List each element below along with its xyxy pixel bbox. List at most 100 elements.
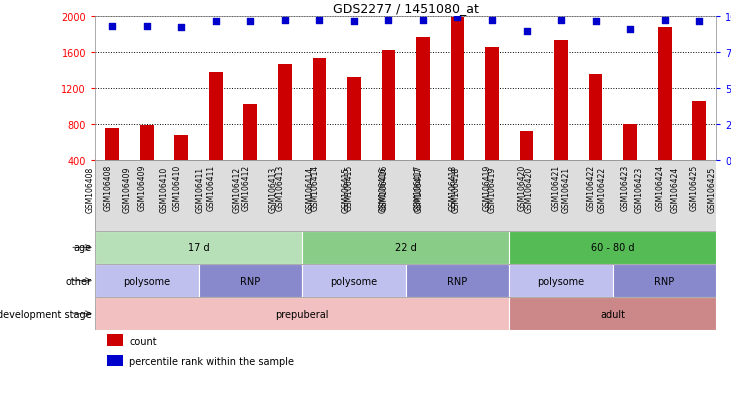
Text: GSM106423: GSM106423 <box>621 164 630 211</box>
Text: GSM106416: GSM106416 <box>379 164 388 211</box>
Text: RNP: RNP <box>654 276 675 286</box>
Point <box>210 19 221 26</box>
Text: GSM106421: GSM106421 <box>561 166 570 212</box>
Point <box>624 26 636 33</box>
Point <box>693 19 705 26</box>
Text: GSM106412: GSM106412 <box>241 164 250 211</box>
Point <box>348 19 360 26</box>
Point <box>556 17 567 24</box>
Text: GSM106418: GSM106418 <box>449 164 458 211</box>
Point <box>659 17 670 24</box>
Text: GSM106418: GSM106418 <box>452 166 461 212</box>
Text: 22 d: 22 d <box>395 243 417 253</box>
Bar <box>95 264 199 297</box>
Bar <box>692 102 706 161</box>
Text: development stage: development stage <box>0 309 91 319</box>
Bar <box>140 126 154 161</box>
Text: count: count <box>129 336 157 346</box>
Text: GSM106414: GSM106414 <box>306 166 314 212</box>
Point <box>141 23 153 30</box>
Text: GSM106425: GSM106425 <box>708 166 716 212</box>
Text: GSM106413: GSM106413 <box>276 164 285 211</box>
Text: GSM106420: GSM106420 <box>518 164 526 211</box>
Text: GSM106422: GSM106422 <box>598 166 607 212</box>
Bar <box>588 75 602 161</box>
Bar <box>406 264 510 297</box>
Text: GSM106415: GSM106415 <box>342 166 351 212</box>
Bar <box>658 28 672 161</box>
Text: GSM106414: GSM106414 <box>311 164 319 211</box>
Text: GSM106422: GSM106422 <box>586 164 596 211</box>
Text: GSM106410: GSM106410 <box>173 164 181 211</box>
Bar <box>105 128 119 161</box>
Bar <box>347 78 361 161</box>
Bar <box>95 161 716 231</box>
Point <box>175 25 187 31</box>
Text: prepuberal: prepuberal <box>276 309 329 319</box>
Bar <box>243 105 257 161</box>
Text: GSM106409: GSM106409 <box>138 164 147 211</box>
Bar <box>302 264 406 297</box>
Text: GSM106419: GSM106419 <box>483 164 492 211</box>
Bar <box>313 59 326 161</box>
Text: age: age <box>73 243 91 253</box>
Bar <box>175 136 189 161</box>
Bar <box>209 73 223 161</box>
Point <box>107 23 118 30</box>
Point <box>314 17 325 24</box>
Bar <box>623 125 637 161</box>
Text: percentile rank within the sample: percentile rank within the sample <box>129 356 294 366</box>
Point <box>382 17 394 24</box>
Text: GSM106411: GSM106411 <box>207 164 216 211</box>
Bar <box>382 51 395 161</box>
Text: RNP: RNP <box>240 276 260 286</box>
Text: GSM106419: GSM106419 <box>488 166 497 212</box>
Text: GSM106408: GSM106408 <box>103 164 113 211</box>
Bar <box>520 131 534 161</box>
Text: other: other <box>65 276 91 286</box>
Text: RNP: RNP <box>447 276 468 286</box>
Point <box>279 17 291 24</box>
Text: 17 d: 17 d <box>188 243 209 253</box>
Bar <box>95 297 510 330</box>
Bar <box>302 231 510 264</box>
Point <box>486 17 498 24</box>
Bar <box>554 41 568 161</box>
Bar <box>107 334 123 346</box>
Text: GSM106413: GSM106413 <box>269 166 278 212</box>
Text: GSM106416: GSM106416 <box>379 166 387 212</box>
Point <box>244 19 257 26</box>
Point <box>452 14 463 21</box>
Bar <box>613 264 716 297</box>
Text: GSM106408: GSM106408 <box>86 166 95 212</box>
Text: polysome: polysome <box>537 276 585 286</box>
Text: GSM106415: GSM106415 <box>345 164 354 211</box>
Text: GSM106424: GSM106424 <box>656 164 664 211</box>
Bar <box>510 297 716 330</box>
Text: GSM106417: GSM106417 <box>415 166 424 212</box>
Text: GSM106409: GSM106409 <box>123 166 132 212</box>
Bar <box>450 18 464 161</box>
Text: GSM106411: GSM106411 <box>196 166 205 212</box>
Bar <box>95 231 302 264</box>
Bar <box>416 38 430 161</box>
Bar <box>485 48 499 161</box>
Text: 60 - 80 d: 60 - 80 d <box>591 243 635 253</box>
Title: GDS2277 / 1451080_at: GDS2277 / 1451080_at <box>333 2 479 15</box>
Point <box>417 17 429 24</box>
Text: adult: adult <box>600 309 625 319</box>
Text: polysome: polysome <box>330 276 377 286</box>
Bar <box>107 355 123 366</box>
Text: GSM106417: GSM106417 <box>414 164 423 211</box>
Bar <box>510 231 716 264</box>
Text: GSM106420: GSM106420 <box>525 166 534 212</box>
Bar <box>199 264 302 297</box>
Text: GSM106425: GSM106425 <box>690 164 699 211</box>
Bar <box>510 264 613 297</box>
Text: GSM106421: GSM106421 <box>552 164 561 211</box>
Point <box>590 19 602 26</box>
Point <box>520 29 532 36</box>
Text: GSM106412: GSM106412 <box>232 166 241 212</box>
Text: GSM106424: GSM106424 <box>671 166 680 212</box>
Bar <box>278 65 292 161</box>
